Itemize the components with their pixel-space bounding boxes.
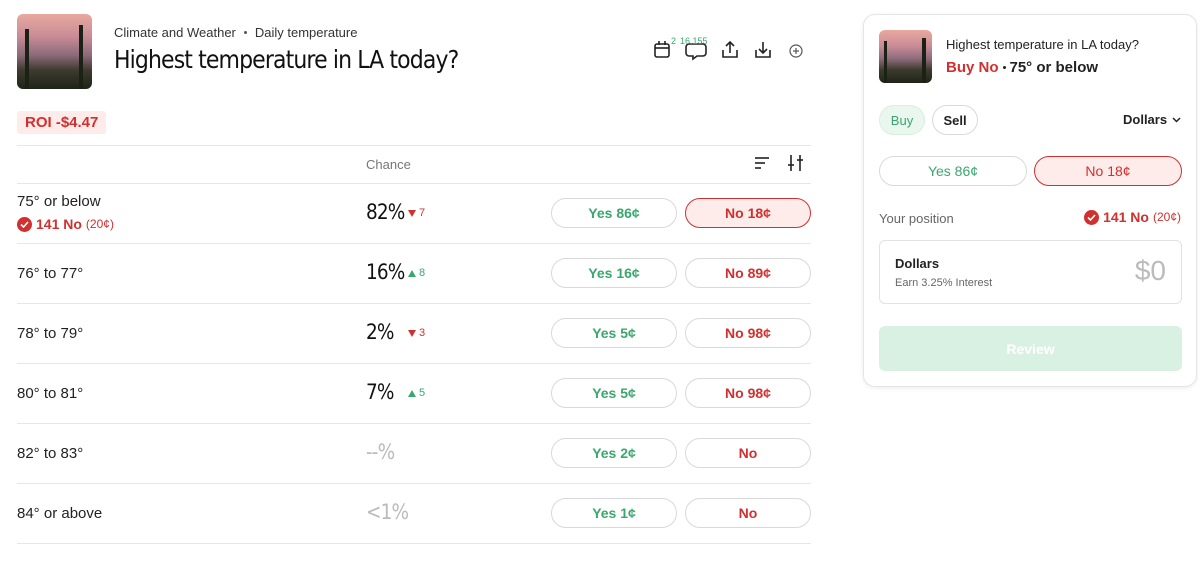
divider (17, 363, 811, 364)
outcome-label: 80° to 81° (17, 385, 84, 402)
check-icon (1084, 209, 1100, 225)
order-summary: Buy No 75° or below (946, 59, 1098, 76)
arrow-down (408, 209, 416, 217)
trade-panel: Highest temperature in LA today? Buy No … (863, 14, 1197, 387)
side: Buy No (946, 59, 999, 76)
roi: ROI -$4.47 (17, 111, 107, 134)
no-button[interactable]: No 98¢ (685, 378, 811, 408)
position-qty: 141 No (1103, 209, 1149, 225)
table-tools (755, 155, 803, 171)
divider (17, 303, 811, 304)
chance: 16% (366, 260, 405, 284)
position-qty: 141 No (36, 216, 82, 232)
account-box[interactable]: Dollars Earn 3.25% Interest $0 (879, 240, 1182, 304)
account-name: Dollars (895, 256, 940, 271)
yes-button[interactable]: Yes 5¢ (551, 378, 677, 408)
outcome-row: 80° to 81° 7% 5 Yes 5¢ No 98¢ (17, 363, 811, 424)
change-value: 8 (419, 267, 426, 279)
position-label: Your position (879, 211, 954, 226)
chance: 2% (366, 320, 394, 344)
position: 141 No (20¢) (17, 216, 114, 232)
outcome-label: 75° or below (17, 193, 101, 210)
toolbar (654, 40, 803, 61)
no-button[interactable]: No 18¢ (685, 198, 811, 228)
buy-tab[interactable]: Buy (879, 105, 925, 135)
outcome-row: 78° to 79° 2% 3 Yes 5¢ No 98¢ (17, 303, 811, 364)
currency-select[interactable]: Dollars (1123, 112, 1181, 127)
count: 2 (671, 36, 677, 46)
change: 3 (408, 327, 425, 339)
yes-button[interactable]: Yes 2¢ (551, 438, 677, 468)
check-icon (17, 216, 32, 232)
divider (17, 483, 811, 484)
yes-button[interactable]: Yes 16¢ (551, 258, 677, 288)
review-button[interactable]: Review (879, 326, 1182, 371)
change: 8 (408, 267, 425, 279)
account-amount: $0 (1134, 255, 1166, 286)
change-value: 3 (419, 327, 426, 339)
breadcrumb-item[interactable]: Climate and Weather (114, 25, 236, 40)
change-value: 7 (419, 207, 426, 219)
panel-title: Highest temperature in LA today? (946, 37, 1139, 52)
position-price: (20¢) (1152, 210, 1181, 224)
arrow-up (408, 389, 416, 397)
market-title: Highest temperature in LA today? (114, 45, 459, 74)
arrow-up (408, 269, 416, 277)
calendar-icon[interactable] (654, 41, 670, 58)
add-icon[interactable] (789, 44, 803, 58)
share-icon[interactable] (722, 40, 738, 58)
breadcrumb: Climate and Weather Daily temperature (114, 25, 357, 40)
separator (1002, 66, 1006, 69)
chevron (1172, 116, 1181, 123)
chance: --% (366, 440, 395, 464)
outcome-row: 75° or below 141 No (20¢) 82% 7 Yes 86¢ No 18¢ (17, 183, 811, 244)
divider (17, 423, 811, 424)
no-button[interactable]: No 98¢ (685, 318, 811, 348)
comment-icon[interactable] (685, 43, 707, 61)
sell-tab[interactable]: Sell (932, 105, 978, 135)
yes-button[interactable]: Yes 1¢ (551, 498, 677, 528)
outcome-label: 78° to 79° (17, 325, 84, 342)
outcome-row: 82° to 83° --% Yes 2¢ No (17, 423, 811, 484)
divider (17, 145, 811, 146)
breadcrumb-item[interactable]: Daily temperature (254, 25, 358, 40)
divider (17, 543, 811, 544)
outcome-label: 76° to 77° (17, 265, 84, 282)
download-icon[interactable] (755, 42, 771, 58)
column-header: Chance (366, 157, 411, 172)
currency: Dollars (1123, 112, 1168, 127)
separator (243, 31, 247, 34)
outcome: 75° or below (1009, 59, 1099, 76)
outcome-label: 82° to 83° (17, 445, 84, 462)
yes-button[interactable]: Yes 86¢ (879, 156, 1027, 186)
filter-icon[interactable] (788, 155, 803, 171)
arrow-down (408, 329, 416, 337)
no-button[interactable]: No (685, 498, 811, 528)
market-image (879, 30, 932, 83)
position: 141 No (20¢) (1084, 209, 1181, 225)
market-image (17, 14, 92, 89)
sort-icon[interactable] (755, 157, 769, 169)
change: 7 (408, 207, 425, 219)
outcome-row: 84° or above <1% Yes 1¢ No (17, 483, 811, 544)
change: 5 (408, 387, 425, 399)
no-button[interactable]: No 89¢ (685, 258, 811, 288)
no-button[interactable]: No (685, 438, 811, 468)
outcome-label: 84° or above (17, 505, 103, 522)
outcome-row: 76° to 77° 16% 8 Yes 16¢ No 89¢ (17, 243, 811, 304)
change-value: 5 (419, 387, 426, 399)
chance: <1% (366, 500, 409, 524)
divider (17, 183, 811, 184)
yes-button[interactable]: Yes 86¢ (551, 198, 677, 228)
chance: 7% (366, 380, 394, 404)
chance: 82% (366, 200, 405, 224)
count: 16,155 (680, 36, 708, 46)
no-button[interactable]: No 18¢ (1034, 156, 1182, 186)
yes-button[interactable]: Yes 5¢ (551, 318, 677, 348)
position-price: (20¢) (85, 217, 114, 231)
account-note: Earn 3.25% Interest (895, 277, 993, 289)
divider (17, 243, 811, 244)
